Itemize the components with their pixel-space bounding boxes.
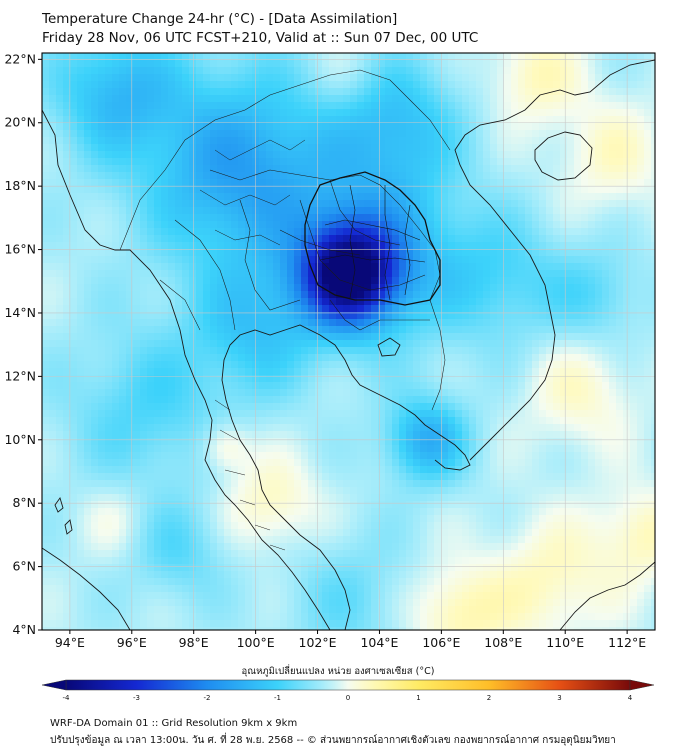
colorbar-tick-label: -1: [274, 694, 281, 702]
lat-tick-label: 16°N: [4, 242, 36, 257]
lon-tick-label: 98°E: [179, 635, 209, 650]
temperature-field: [42, 53, 655, 630]
colorbar-tick-label: 1: [416, 694, 420, 702]
lon-tick-label: 96°E: [117, 635, 147, 650]
footer-update-info: ปรับปรุงข้อมูล ณ เวลา 13:00น. วัน ศ. ที่…: [50, 735, 616, 746]
colorbar-max-extend: [629, 679, 655, 691]
graticule: [42, 53, 655, 630]
colorbar-tick-label: -2: [204, 694, 211, 702]
coastlines: [42, 59, 655, 630]
mainland-coastline: [42, 109, 331, 630]
colorbar-tick-label: 3: [557, 694, 561, 702]
colorbar-tick-label: -3: [133, 694, 140, 702]
isan-region-outline: [304, 171, 441, 306]
lat-tick-label: 22°N: [4, 51, 36, 66]
colorbar-label: อุณหภูมิเปลี่ยนแปลง หน่วย องศาเซลเซียส (…: [241, 666, 435, 677]
lat-tick-label: 8°N: [12, 495, 36, 510]
isan-inner-lines: [319, 184, 426, 301]
lat-tick-label: 18°N: [4, 178, 36, 193]
lat-tick-label: 14°N: [4, 305, 36, 320]
lon-tick-label: 104°E: [360, 635, 398, 650]
hainan-island: [534, 131, 593, 181]
colorbar-tick-label: -4: [63, 694, 71, 702]
colorbar-gradient: [65, 679, 631, 691]
internal-borders: [119, 69, 451, 411]
colorbar: -4 -3 -2 -1 0 1 2 3 4: [41, 679, 655, 702]
peninsula-inner-lines: [214, 399, 286, 551]
lat-tick-label: 12°N: [4, 368, 36, 383]
footer-model-info: WRF-DA Domain 01 :: Grid Resolution 9km …: [50, 718, 298, 729]
lon-tick-label: 102°E: [299, 635, 337, 650]
lon-tick-label: 108°E: [484, 635, 522, 650]
colorbar-tick-label: 2: [487, 694, 491, 702]
thailand-north-lines: [199, 139, 306, 246]
lon-tick-label: 110°E: [546, 635, 584, 650]
lat-tick-label: 4°N: [12, 622, 36, 637]
axis-ticks: 94°E 96°E 98°E 100°E 102°E 104°E 106°E 108°E 110…: [4, 51, 646, 650]
lat-tick-label: 20°N: [4, 115, 36, 130]
colorbar-tick-label: 4: [628, 694, 633, 702]
gulf-of-thailand-coast: [221, 324, 471, 630]
andaman-islands: [54, 496, 73, 535]
colorbar-tick-label: 0: [346, 694, 350, 702]
plot-frame: [41, 52, 656, 631]
sumatra-coast: [42, 547, 131, 630]
tonle-sap-lake: [377, 337, 401, 357]
colorbar-min-extend: [41, 679, 67, 691]
lon-tick-label: 112°E: [608, 635, 646, 650]
vietnam-coast: [454, 59, 655, 461]
borneo-coast: [559, 561, 655, 630]
lon-tick-label: 100°E: [237, 635, 275, 650]
lat-tick-label: 10°N: [4, 432, 36, 447]
map-subtitle: Friday 28 Nov, 06 UTC FCST+210, Valid at…: [42, 30, 479, 46]
lat-tick-label: 6°N: [12, 559, 36, 574]
lon-tick-label: 94°E: [55, 635, 85, 650]
lon-tick-label: 106°E: [422, 635, 460, 650]
map-title: Temperature Change 24-hr (°C) - [Data As…: [42, 11, 398, 27]
